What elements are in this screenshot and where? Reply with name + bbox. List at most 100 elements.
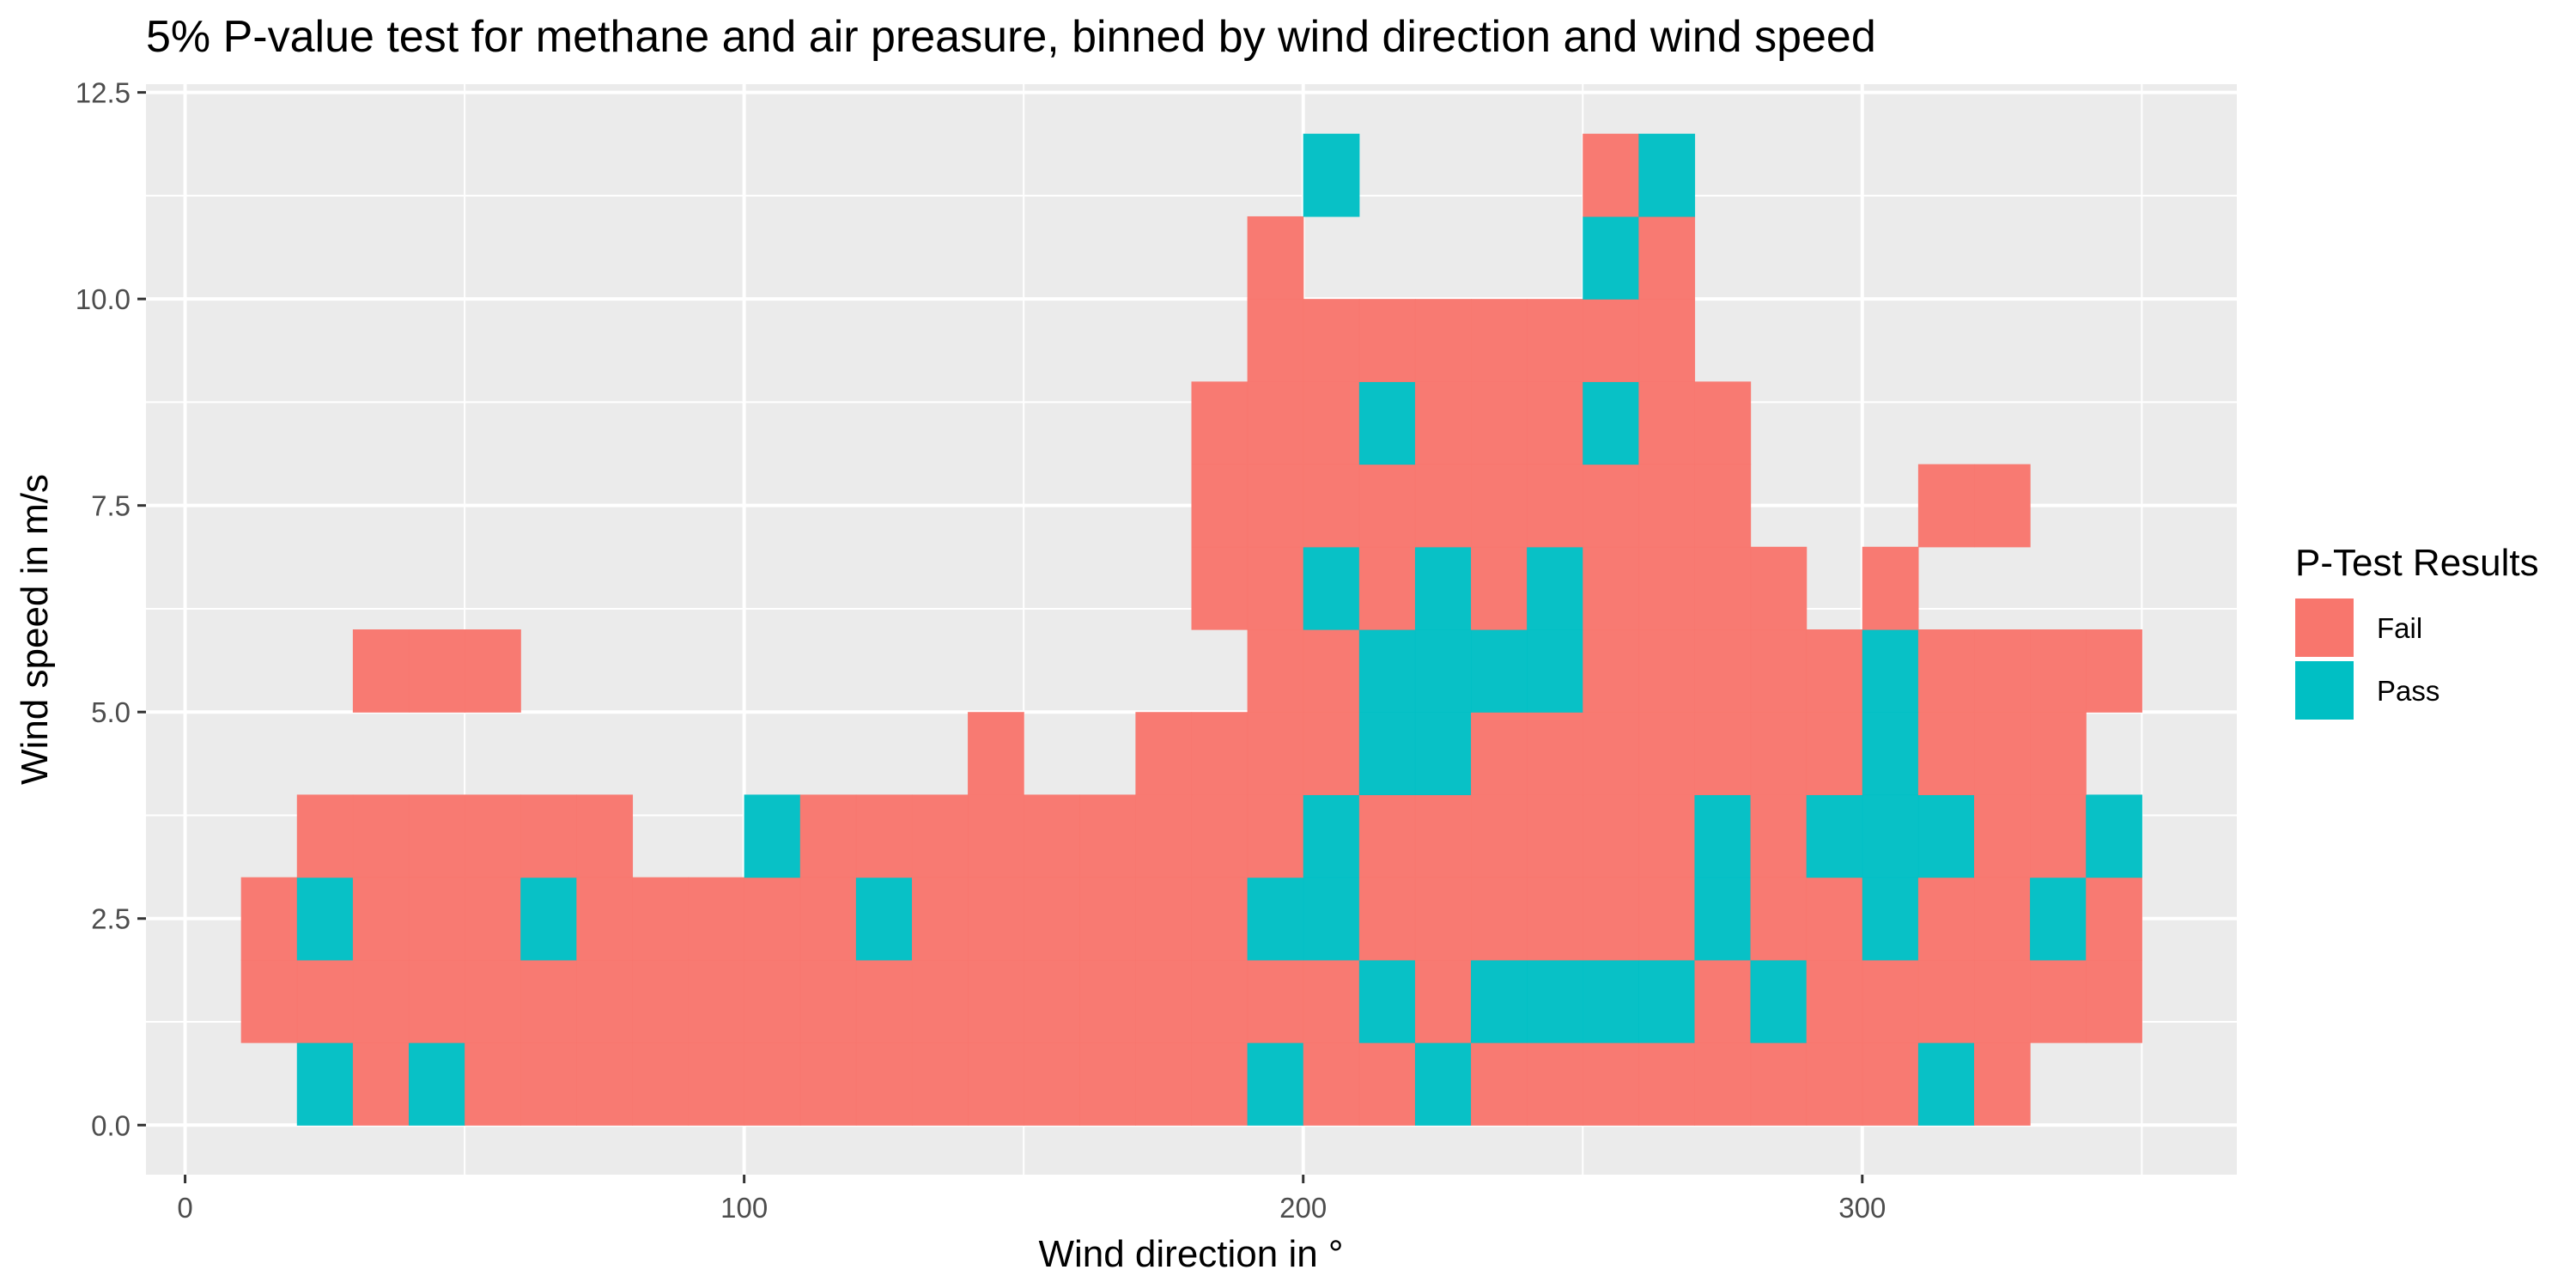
cell-fail [688,1042,745,1126]
cell-fail [1694,464,1752,548]
x-tick-label: 300 [1838,1192,1886,1224]
cell-fail [1527,299,1583,382]
cell-fail [744,877,801,961]
cell-fail [1583,299,1639,382]
cell-pass [855,877,913,961]
cell-fail [2030,712,2087,796]
cell-fail [409,877,465,961]
cell-fail [1694,546,1752,630]
cell-fail [2086,877,2142,961]
cell-fail [1247,794,1304,878]
cell-fail [409,959,465,1043]
y-tick-label: 10.0 [76,283,131,315]
y-tick-labels: 0.0 2.5 5.0 7.5 10.0 12.5 [76,77,131,1142]
cell-fail [1191,959,1249,1043]
cell-fail [1414,464,1472,548]
cell-fail [2030,959,2087,1043]
cell-fail [576,1042,634,1126]
legend-key-fail [2295,598,2354,657]
cell-fail [1973,959,2031,1043]
cell-fail [1694,629,1752,713]
cell-fail [1191,1042,1249,1126]
cell-fail [1583,546,1639,630]
cell-fail [688,877,745,961]
cell-pass [1303,546,1360,630]
cell-fail [1303,1042,1360,1126]
cell-fail [1358,546,1416,630]
cell-fail [1917,464,1975,548]
cell-pass [1303,133,1360,217]
cell-fail [1973,794,2031,878]
cell-fail [1806,1042,1863,1126]
cell-fail [1973,877,2031,961]
legend: P-Test Results Fail Pass [2295,542,2539,720]
cell-fail [1638,216,1696,300]
y-axis-title: Wind speed in m/s [14,474,56,785]
cell-fail [968,959,1024,1043]
cell-fail [1750,1042,1807,1126]
cell-fail [465,1042,521,1126]
cell-fail [1079,877,1136,961]
cell-fail [1583,629,1639,713]
cell-pass [1303,877,1360,961]
cell-pass [1303,794,1360,878]
cell-fail [1583,712,1639,796]
cell-fail [1806,877,1863,961]
cell-pass [1527,546,1583,630]
cell-fail [465,629,521,713]
cell-fail [911,1042,969,1126]
cell-fail [855,794,913,878]
cell-fail [1135,959,1193,1043]
legend-title: P-Test Results [2295,542,2539,584]
cell-pass [1414,546,1472,630]
cell-fail [1079,1042,1136,1126]
cell-fail [520,794,577,878]
cell-fail [1358,299,1416,382]
cell-pass [1862,712,1919,796]
chart-title: 5% P-value test for methane and air prea… [146,12,1876,62]
cell-fail [1303,629,1360,713]
cell-pass [1471,959,1528,1043]
cell-pass [409,1042,465,1126]
cell-fail [352,877,410,961]
cell-pass [1247,1042,1304,1126]
cell-fail [1583,877,1639,961]
cell-fail [1303,712,1360,796]
cell-fail [1527,464,1583,548]
cell-fail [1694,381,1752,465]
cell-fail [1414,381,1472,465]
cell-fail [2086,629,2142,713]
cell-pass [1583,216,1639,300]
cell-fail [1471,464,1528,548]
cell-pass [2086,794,2142,878]
cell-pass [1414,1042,1472,1126]
cell-fail [1414,877,1472,961]
legend-label-fail: Fail [2377,612,2422,644]
cell-fail [1694,1042,1752,1126]
cell-pass [1414,629,1472,713]
cell-pass [1862,629,1919,713]
cell-fail [1191,712,1249,796]
cell-pass [1527,959,1583,1043]
cell-fail [1358,464,1416,548]
cell-fail [2086,959,2142,1043]
cell-fail [744,959,801,1043]
cell-fail [1471,877,1528,961]
cell-fail [465,794,521,878]
cell-fail [1024,794,1080,878]
x-axis-title: Wind direction in ° [1038,1233,1343,1275]
cell-pass [1358,959,1416,1043]
cell-fail [1247,712,1304,796]
cell-pass [1750,959,1807,1043]
cell-fail [1917,629,1975,713]
cell-fail [1414,959,1472,1043]
cell-fail [576,794,634,878]
cell-fail [409,794,465,878]
cell-fail [1079,959,1136,1043]
cell-fail [1414,794,1472,878]
cell-fail [1583,133,1639,217]
cell-fail [1638,1042,1696,1126]
cell-fail [1414,299,1472,382]
cell-fail [1303,464,1360,548]
